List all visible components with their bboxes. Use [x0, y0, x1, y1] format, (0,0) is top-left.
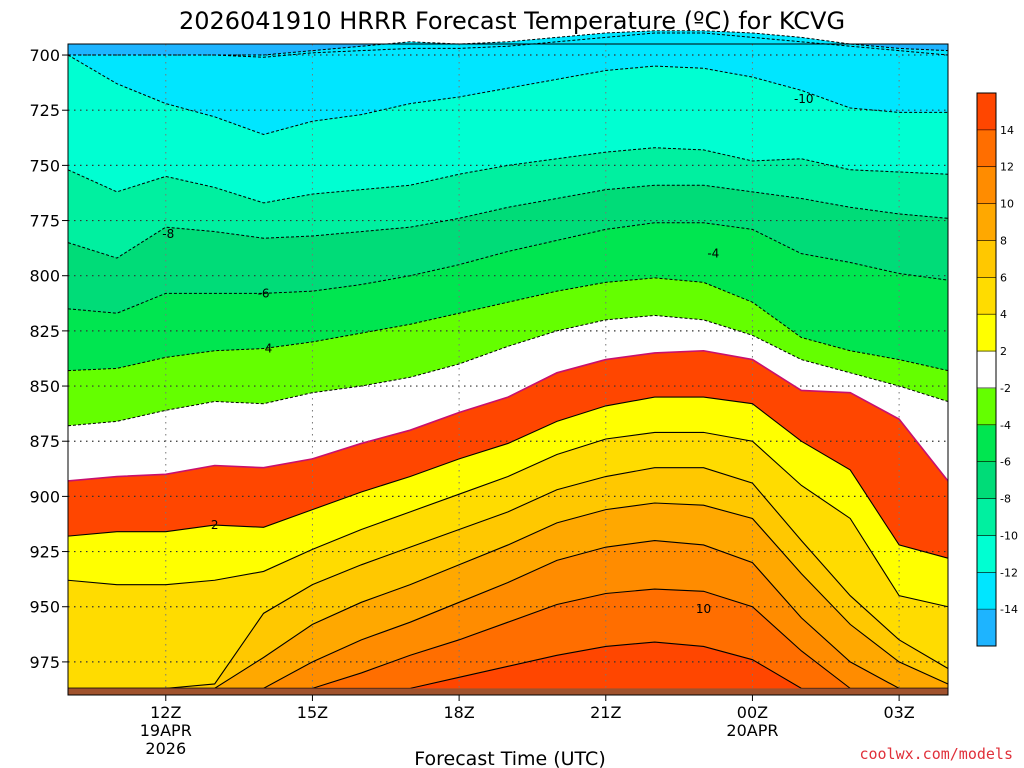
colorbar-swatch: [977, 609, 996, 647]
y-axis: 700 725 750 775 800 825 850 875 900 925 950 975: [29, 46, 68, 672]
y-tick-label: 925: [29, 543, 60, 562]
colorbar-tick-label: -6: [1000, 456, 1011, 469]
colorbar-tick-label: 12: [1000, 161, 1014, 174]
y-tick-label: 975: [29, 653, 60, 672]
isotherm--4: [67, 277, 949, 372]
contour-label-layer: -10 -8 -6 -4 4 2 10: [162, 92, 813, 616]
x-tick-label: 03Z: [883, 703, 914, 722]
y-tick-label: 850: [29, 377, 60, 396]
colorbar-swatch: [977, 93, 996, 131]
contour-label: -10: [794, 92, 814, 106]
colorbar-swatch: [977, 387, 996, 426]
isotherm--6: [67, 222, 949, 314]
colorbar-swatch: [977, 240, 996, 278]
x-tick-date: 20APR: [726, 721, 778, 740]
x-tick-label: 00Z: [737, 703, 768, 722]
colorbar-tick-label: -8: [1000, 493, 1011, 506]
colorbar-swatch: [977, 314, 996, 352]
isotherm-6: [68, 467, 949, 689]
x-axis-label: Forecast Time (UTC): [414, 748, 605, 768]
x-tick-date: 19APR: [140, 721, 192, 740]
y-tick-label: 900: [29, 487, 60, 506]
y-tick-label: 825: [29, 322, 60, 341]
isotherm-0: [67, 349, 949, 482]
colorbar-tick-label: 2: [1000, 345, 1007, 358]
y-tick-label: 800: [29, 267, 60, 286]
temperature-fill-layer: [68, 30, 948, 696]
isotherm--14: [68, 30, 949, 56]
x-tick-year: 2026: [145, 739, 186, 758]
contour-label: -8: [162, 227, 174, 241]
y-tick-label: 875: [29, 432, 60, 451]
contour-label: 4: [265, 342, 273, 356]
y-tick-label: 950: [29, 598, 60, 617]
contour-label: 10: [696, 602, 711, 616]
isotherm-layer: [67, 30, 949, 689]
colorbar-tick-label: 8: [1000, 234, 1007, 247]
colorbar-tick-label: -12: [1000, 566, 1018, 579]
isotherm--12: [67, 54, 948, 136]
colorbar-swatch: [977, 572, 996, 610]
grid-layer: [68, 44, 948, 695]
y-tick-label: 775: [29, 212, 60, 231]
fill-band-14: [68, 642, 948, 695]
colorbar-swatch: [977, 203, 996, 241]
contour-label: -6: [258, 286, 270, 300]
x-tick-label: 21Z: [590, 703, 621, 722]
contour-label: -4: [707, 247, 719, 261]
isotherm--2: [67, 314, 949, 427]
colorbar-tick-label: 4: [1000, 308, 1007, 321]
colorbar-swatch: [977, 498, 996, 536]
colorbar-tick-label: 6: [1000, 271, 1007, 284]
colorbar-swatch: [977, 351, 996, 389]
isotherm--8: [67, 184, 949, 259]
colorbar-swatch: [977, 129, 996, 168]
colorbar-tick-label: 10: [1000, 198, 1014, 211]
colorbar-swatch: [977, 535, 996, 573]
y-tick-label: 700: [29, 46, 60, 65]
contour-label: 2: [211, 518, 219, 532]
colorbar-swatch: [977, 461, 996, 500]
ground-layer: [68, 688, 948, 695]
colorbar-swatch: [977, 424, 996, 463]
y-tick-label: 725: [29, 101, 60, 120]
x-tick-label: 15Z: [297, 703, 328, 722]
y-tick-label: 750: [29, 156, 60, 175]
isotherm-2: [67, 396, 949, 559]
colorbar-swatch: [977, 166, 996, 205]
x-tick-label: 18Z: [443, 703, 474, 722]
colorbar-tick-label: 14: [1000, 124, 1014, 137]
colorbar-tick-label: -2: [1000, 382, 1011, 395]
isotherm-4: [67, 431, 949, 608]
chart-title: 2026041910 HRRR Forecast Temperature (ºC…: [179, 7, 845, 35]
x-tick-label: 12Z: [150, 703, 181, 722]
ground-surface: [68, 688, 948, 695]
colorbar-swatch: [977, 277, 996, 315]
colorbar-tick-label: -10: [1000, 529, 1018, 542]
colorbar: -14 -12 -10 -8 -6 -4 -2 2 4 6 8 10 12 14: [976, 92, 1018, 647]
colorbar-tick-label: -4: [1000, 419, 1011, 432]
plot-frame: [67, 43, 949, 696]
isotherm--10: [67, 147, 949, 204]
colorbar-frame: [976, 92, 997, 647]
colorbar-tick-label: -14: [1000, 603, 1018, 616]
credit-text: coolwx.com/models: [859, 745, 1013, 763]
